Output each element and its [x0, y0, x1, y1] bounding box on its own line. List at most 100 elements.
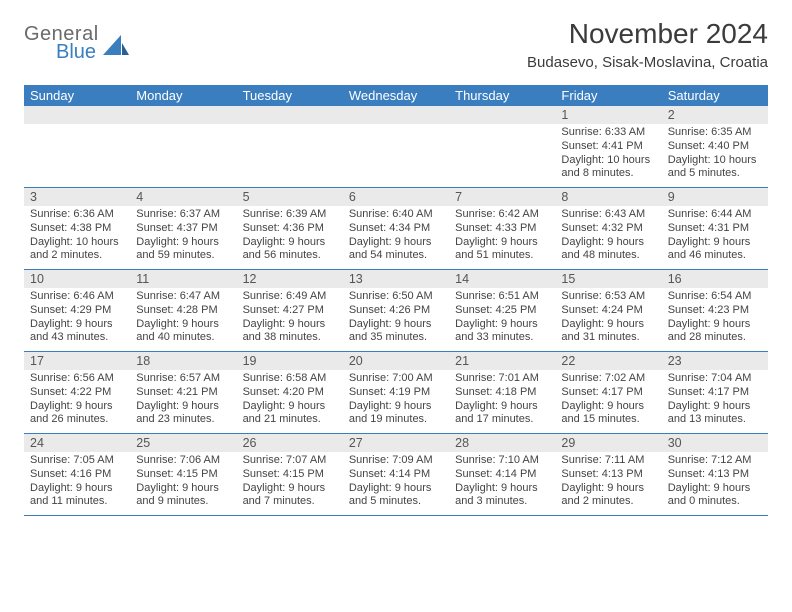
sunrise-text: Sunrise: 6:57 AM: [136, 372, 230, 386]
day-number: 19: [237, 352, 343, 370]
day-cell: Sunrise: 6:37 AMSunset: 4:37 PMDaylight:…: [130, 206, 236, 269]
sunrise-text: Sunrise: 6:40 AM: [349, 208, 443, 222]
day-number: 22: [555, 352, 661, 370]
day-cell: Sunrise: 7:02 AMSunset: 4:17 PMDaylight:…: [555, 370, 661, 433]
weekday-saturday: Saturday: [662, 85, 768, 106]
day1-text: Daylight: 9 hours: [668, 236, 762, 250]
day-number: 2: [662, 106, 768, 124]
day-number: 4: [130, 188, 236, 206]
empty-cell: [24, 124, 130, 187]
day2-text: and 31 minutes.: [561, 331, 655, 345]
week-row: Sunrise: 6:56 AMSunset: 4:22 PM Daylight:…: [24, 370, 768, 434]
day-cell: Sunrise: 6:40 AMSunset: 4:34 PMDaylight:…: [343, 206, 449, 269]
sunset-text: Sunset: 4:18 PM: [455, 386, 549, 400]
sunrise-text: Sunrise: 7:11 AM: [561, 454, 655, 468]
day-number: [24, 106, 130, 124]
brand-text: General Blue: [24, 24, 99, 62]
sunset-text: Sunset: 4:26 PM: [349, 304, 443, 318]
weekday-monday: Monday: [130, 85, 236, 106]
sunset-text: Sunset: 4:33 PM: [455, 222, 549, 236]
day2-text: and 21 minutes.: [243, 413, 337, 427]
sunset-text: Sunset: 4:22 PM: [30, 386, 124, 400]
sunrise-text: Sunrise: 6:44 AM: [668, 208, 762, 222]
day1-text: Daylight: 9 hours: [349, 482, 443, 496]
week-row: Sunrise: 7:05 AMSunset: 4:16 PM Daylight:…: [24, 452, 768, 516]
day1-text: Daylight: 10 hours: [561, 154, 655, 168]
sunrise-text: Sunrise: 7:05 AM: [30, 454, 124, 468]
sunrise-text: Sunrise: 6:36 AM: [30, 208, 124, 222]
sunrise-text: Sunrise: 6:56 AM: [30, 372, 124, 386]
day2-text: and 2 minutes.: [30, 249, 124, 263]
day-number: 3: [24, 188, 130, 206]
day2-text: and 5 minutes.: [668, 167, 762, 181]
sunrise-text: Sunrise: 6:47 AM: [136, 290, 230, 304]
day1-text: Daylight: 9 hours: [561, 400, 655, 414]
day1-text: Daylight: 9 hours: [349, 400, 443, 414]
sunrise-text: Sunrise: 6:49 AM: [243, 290, 337, 304]
day1-text: Daylight: 9 hours: [349, 318, 443, 332]
day2-text: and 5 minutes.: [349, 495, 443, 509]
day-number: [449, 106, 555, 124]
empty-cell: [237, 124, 343, 187]
day-cell: Sunrise: 7:00 AMSunset: 4:19 PMDaylight:…: [343, 370, 449, 433]
brand-sail-icon: [103, 33, 129, 55]
sunset-text: Sunset: 4:17 PM: [561, 386, 655, 400]
sunrise-text: Sunrise: 7:10 AM: [455, 454, 549, 468]
day-number: 20: [343, 352, 449, 370]
day2-text: and 2 minutes.: [561, 495, 655, 509]
sunrise-text: Sunrise: 6:35 AM: [668, 126, 762, 140]
day-number: 30: [662, 434, 768, 452]
sunset-text: Sunset: 4:15 PM: [243, 468, 337, 482]
day-cell: Sunrise: 7:06 AMSunset: 4:15 PMDaylight:…: [130, 452, 236, 515]
day2-text: and 43 minutes.: [30, 331, 124, 345]
sunset-text: Sunset: 4:21 PM: [136, 386, 230, 400]
sunset-text: Sunset: 4:34 PM: [349, 222, 443, 236]
day-number: 25: [130, 434, 236, 452]
day-number: 15: [555, 270, 661, 288]
day1-text: Daylight: 9 hours: [243, 236, 337, 250]
day1-text: Daylight: 9 hours: [136, 236, 230, 250]
day-cell: Sunrise: 6:35 AMSunset: 4:40 PMDaylight:…: [662, 124, 768, 187]
day-number: 12: [237, 270, 343, 288]
day-cell: Sunrise: 7:04 AMSunset: 4:17 PMDaylight:…: [662, 370, 768, 433]
day-number: 23: [662, 352, 768, 370]
day1-text: Daylight: 10 hours: [30, 236, 124, 250]
sunset-text: Sunset: 4:38 PM: [30, 222, 124, 236]
day2-text: and 46 minutes.: [668, 249, 762, 263]
weekday-header: Sunday Monday Tuesday Wednesday Thursday…: [24, 85, 768, 106]
day-number: 7: [449, 188, 555, 206]
sunrise-text: Sunrise: 6:33 AM: [561, 126, 655, 140]
sunset-text: Sunset: 4:37 PM: [136, 222, 230, 236]
day-number: 26: [237, 434, 343, 452]
brand-blue: Blue: [56, 42, 99, 62]
day-number: 9: [662, 188, 768, 206]
day-number: 14: [449, 270, 555, 288]
week-row: Sunrise: 6:33 AMSunset: 4:41 PMDaylight:…: [24, 124, 768, 188]
month-title: November 2024: [527, 18, 768, 50]
day2-text: and 8 minutes.: [561, 167, 655, 181]
weekday-thursday: Thursday: [449, 85, 555, 106]
day-cell: Sunrise: 7:07 AMSunset: 4:15 PMDaylight:…: [237, 452, 343, 515]
day1-text: Daylight: 10 hours: [668, 154, 762, 168]
day-cell: Sunrise: 6:33 AMSunset: 4:41 PMDaylight:…: [555, 124, 661, 187]
sunrise-text: Sunrise: 7:01 AM: [455, 372, 549, 386]
sunrise-text: Sunrise: 6:53 AM: [561, 290, 655, 304]
day2-text: and 35 minutes.: [349, 331, 443, 345]
sunset-text: Sunset: 4:41 PM: [561, 140, 655, 154]
day-cell: Sunrise: 6:43 AMSunset: 4:32 PMDaylight:…: [555, 206, 661, 269]
day-cell: Sunrise: 6:57 AMSunset: 4:21 PMDaylight:…: [130, 370, 236, 433]
day-number: 5: [237, 188, 343, 206]
weekday-sunday: Sunday: [24, 85, 130, 106]
day-cell: Sunrise: 7:09 AMSunset: 4:14 PMDaylight:…: [343, 452, 449, 515]
day1-text: Daylight: 9 hours: [455, 236, 549, 250]
sunset-text: Sunset: 4:23 PM: [668, 304, 762, 318]
day1-text: Daylight: 9 hours: [136, 400, 230, 414]
empty-cell: [449, 124, 555, 187]
sunset-text: Sunset: 4:16 PM: [30, 468, 124, 482]
day1-text: Daylight: 9 hours: [668, 318, 762, 332]
day2-text: and 17 minutes.: [455, 413, 549, 427]
sunset-text: Sunset: 4:31 PM: [668, 222, 762, 236]
day-number-row: 24252627282930: [24, 434, 768, 452]
day2-text: and 3 minutes.: [455, 495, 549, 509]
day-number: [130, 106, 236, 124]
